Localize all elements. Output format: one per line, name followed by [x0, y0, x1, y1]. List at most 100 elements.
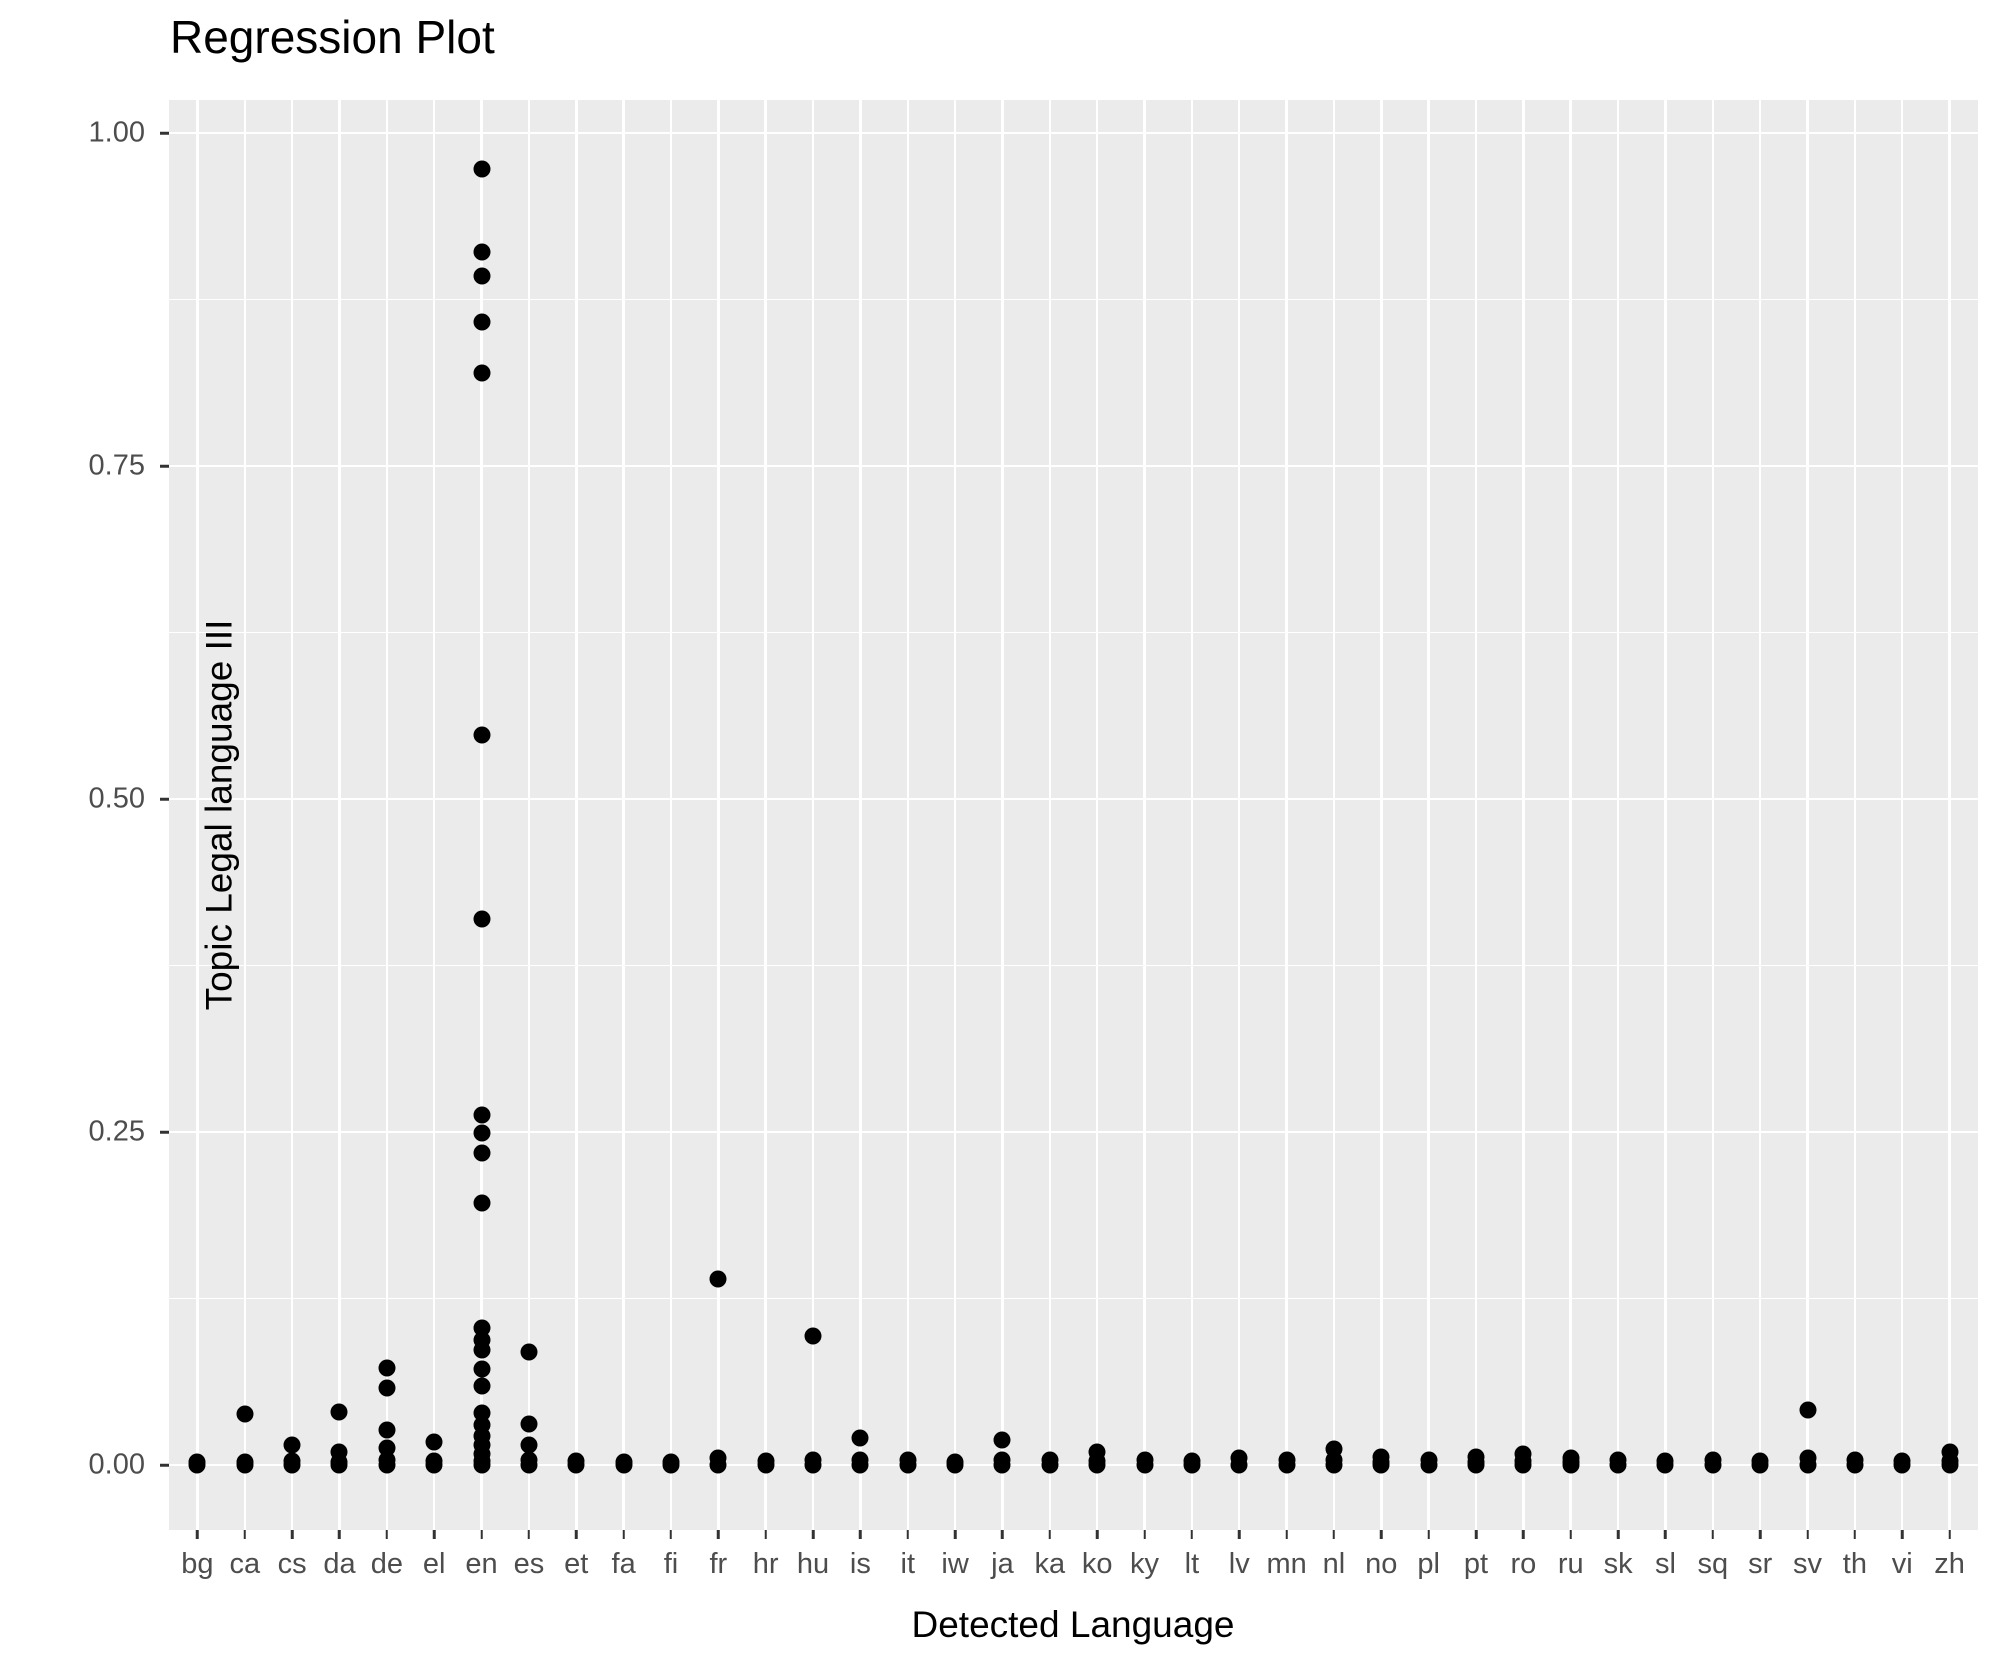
data-point: [1609, 1456, 1627, 1474]
data-point: [1799, 1456, 1817, 1474]
y-minor-gridline: [169, 1297, 1978, 1300]
x-major-gridline: [1806, 100, 1809, 1530]
y-minor-gridline: [169, 631, 1978, 634]
data-point: [473, 1341, 491, 1359]
x-axis-tick: [243, 1530, 247, 1539]
x-axis-tick: [622, 1530, 625, 1539]
x-axis-tick: [1427, 1530, 1430, 1539]
x-axis-tick: [1664, 1530, 1667, 1539]
x-axis-tick: [385, 1530, 389, 1539]
x-major-gridline: [669, 100, 673, 1530]
x-axis-tick: [338, 1530, 341, 1539]
x-tick-label: vi: [1891, 1548, 1913, 1580]
x-tick-label: zh: [1934, 1548, 1965, 1580]
data-point: [473, 1194, 491, 1212]
x-axis-tick: [764, 1530, 767, 1539]
data-point: [757, 1456, 775, 1474]
data-point: [473, 243, 491, 261]
data-point: [473, 1456, 491, 1474]
x-major-gridline: [1711, 100, 1715, 1530]
data-point: [946, 1456, 964, 1474]
y-tick-label: 0.00: [88, 1448, 145, 1481]
x-major-gridline: [1237, 100, 1241, 1530]
data-point: [330, 1403, 348, 1421]
data-point: [1278, 1456, 1296, 1474]
x-tick-label: sl: [1654, 1548, 1676, 1580]
data-point: [1656, 1456, 1674, 1474]
data-point: [1420, 1456, 1438, 1474]
data-point: [1230, 1456, 1248, 1474]
x-tick-label: ru: [1557, 1548, 1584, 1580]
data-point: [378, 1359, 396, 1377]
x-major-gridline: [1143, 100, 1146, 1530]
data-point: [473, 1144, 491, 1162]
x-tick-label: el: [422, 1548, 446, 1580]
y-tick-label: 1.00: [88, 116, 145, 149]
x-tick-label: th: [1842, 1548, 1867, 1580]
x-axis-tick: [1048, 1530, 1052, 1539]
y-major-gridline: [169, 131, 1978, 135]
data-point: [1467, 1456, 1485, 1474]
x-tick-label: sk: [1603, 1548, 1633, 1580]
data-point: [378, 1379, 396, 1397]
x-tick-label: hu: [796, 1548, 830, 1580]
data-point: [473, 910, 491, 928]
x-major-gridline: [1664, 100, 1667, 1530]
data-point: [473, 1106, 491, 1124]
x-major-gridline: [1758, 100, 1762, 1530]
data-point: [520, 1343, 538, 1361]
data-point: [1562, 1456, 1580, 1474]
data-point: [662, 1456, 680, 1474]
data-point: [1514, 1456, 1532, 1474]
data-point: [1893, 1456, 1911, 1474]
x-axis-tick: [1095, 1530, 1099, 1539]
x-axis-tick: [1143, 1530, 1146, 1539]
x-axis-tick: [1711, 1530, 1715, 1539]
x-axis-tick: [1806, 1530, 1809, 1539]
x-tick-label: ro: [1510, 1548, 1537, 1580]
data-point: [188, 1456, 206, 1474]
x-tick-label: ca: [229, 1548, 261, 1580]
x-tick-label: no: [1365, 1548, 1398, 1580]
data-point: [709, 1270, 727, 1288]
x-major-gridline: [811, 100, 815, 1530]
x-tick-label: sq: [1697, 1548, 1729, 1580]
y-axis-tick: [160, 797, 169, 801]
x-major-gridline: [1948, 100, 1951, 1530]
x-major-gridline: [1190, 100, 1194, 1530]
x-tick-label: is: [849, 1548, 871, 1580]
x-axis-tick: [1616, 1530, 1620, 1539]
x-major-gridline: [859, 100, 862, 1530]
x-axis-tick: [1522, 1530, 1525, 1539]
y-major-gridline: [169, 1463, 1978, 1467]
x-major-gridline: [622, 100, 625, 1530]
y-minor-gridline: [169, 298, 1978, 301]
x-tick-label: ka: [1034, 1548, 1066, 1580]
data-point: [473, 726, 491, 744]
x-major-gridline: [1569, 100, 1572, 1530]
x-tick-label: pl: [1417, 1548, 1440, 1580]
x-major-gridline: [1853, 100, 1857, 1530]
data-point: [425, 1433, 443, 1451]
data-point: [899, 1456, 917, 1474]
data-point: [1041, 1456, 1059, 1474]
x-axis-tick: [953, 1530, 957, 1539]
x-major-gridline: [1522, 100, 1525, 1530]
data-point: [473, 364, 491, 382]
data-point: [473, 1360, 491, 1378]
y-tick-label: 0.50: [88, 782, 145, 815]
data-point: [615, 1456, 633, 1474]
data-point: [993, 1431, 1011, 1449]
x-tick-label: bg: [181, 1548, 214, 1580]
y-tick-label: 0.75: [88, 449, 145, 482]
x-major-gridline: [717, 100, 720, 1530]
y-axis-title: Topic Legal language III: [198, 619, 240, 1011]
x-axis-tick: [196, 1530, 199, 1539]
data-point: [378, 1421, 396, 1439]
plot-panel: [169, 100, 1978, 1530]
x-axis-title: Detected Language: [911, 1604, 1235, 1645]
plot-title: Regression Plot: [170, 11, 495, 63]
data-point: [473, 160, 491, 178]
x-major-gridline: [1285, 100, 1288, 1530]
data-point: [330, 1456, 348, 1474]
